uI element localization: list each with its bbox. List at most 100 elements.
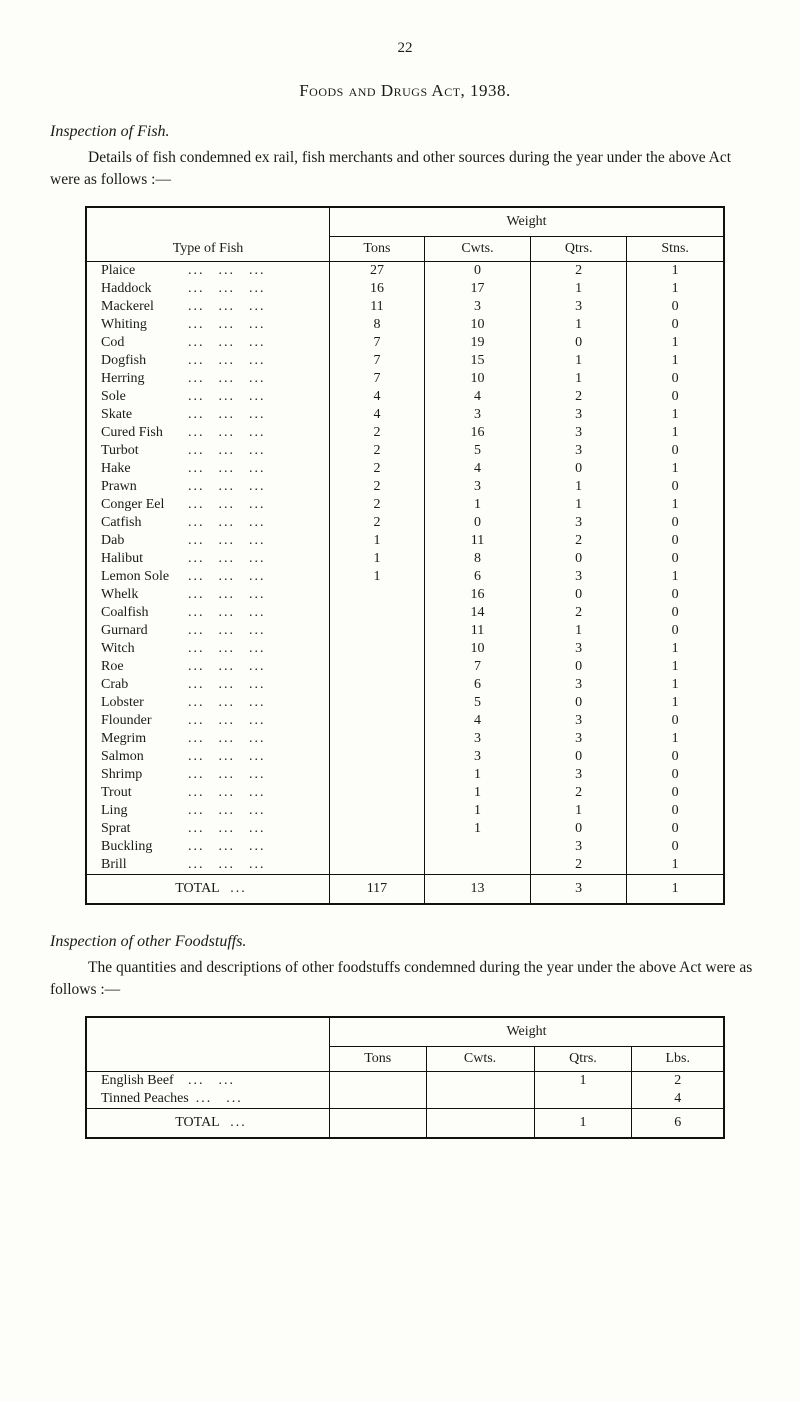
fish-cwts: 3	[424, 478, 530, 496]
food-name: Tinned Peaches ... ...	[86, 1090, 330, 1109]
table-row: Hake ... ... ...2401	[86, 460, 724, 478]
foods-total-qtrs: 1	[534, 1108, 632, 1138]
table-row: Salmon ... ... ...300	[86, 748, 724, 766]
fish-name: Mackerel ... ... ...	[86, 298, 330, 316]
table-row: Cod ... ... ...71901	[86, 334, 724, 352]
fish-name: Plaice ... ... ...	[86, 261, 330, 280]
fish-name: Cod ... ... ...	[86, 334, 330, 352]
table-row: Lobster ... ... ...501	[86, 694, 724, 712]
fish-qtrs: 2	[531, 856, 627, 875]
fish-name: Witch ... ... ...	[86, 640, 330, 658]
table-row: Brill ... ... ...21	[86, 856, 724, 875]
fish-cwts: 1	[424, 784, 530, 802]
fish-qtrs: 3	[531, 406, 627, 424]
fish-stns: 0	[627, 784, 724, 802]
fish-cwts: 4	[424, 388, 530, 406]
food-name: English Beef ... ...	[86, 1071, 330, 1090]
food-qtrs	[534, 1090, 632, 1109]
fish-qtrs: 3	[531, 730, 627, 748]
fish-qtrs: 1	[531, 496, 627, 514]
fish-cwts: 3	[424, 748, 530, 766]
food-tons	[330, 1071, 427, 1090]
table-row: Sprat ... ... ...100	[86, 820, 724, 838]
fish-name: Hake ... ... ...	[86, 460, 330, 478]
fish-stns: 1	[627, 460, 724, 478]
fish-stns: 1	[627, 856, 724, 875]
table-row: Halibut ... ... ...1800	[86, 550, 724, 568]
fish-stns: 0	[627, 820, 724, 838]
fish-section-title: Inspection of Fish.	[50, 123, 760, 141]
foods-section-title: Inspection of other Foodstuffs.	[50, 933, 760, 951]
fish-cwts: 5	[424, 442, 530, 460]
fish-stns: 1	[627, 730, 724, 748]
table-row: Catfish ... ... ...2030	[86, 514, 724, 532]
fish-cwts: 16	[424, 586, 530, 604]
table-row: Crab ... ... ...631	[86, 676, 724, 694]
col-weight-header: Weight	[330, 207, 725, 237]
fish-cwts: 1	[424, 802, 530, 820]
fish-qtrs: 1	[531, 802, 627, 820]
table-row: Tinned Peaches ... ...4	[86, 1090, 724, 1109]
fish-tons: 7	[330, 370, 425, 388]
fish-tons: 4	[330, 388, 425, 406]
fish-qtrs: 2	[531, 532, 627, 550]
table-row: Skate ... ... ...4331	[86, 406, 724, 424]
table-row: Prawn ... ... ...2310	[86, 478, 724, 496]
food-lbs: 2	[632, 1071, 724, 1090]
fish-name: Whelk ... ... ...	[86, 586, 330, 604]
fish-name: Lemon Sole ... ... ...	[86, 568, 330, 586]
fish-cwts: 4	[424, 712, 530, 730]
fish-tons: 16	[330, 280, 425, 298]
fish-cwts: 0	[424, 261, 530, 280]
fish-tons: 2	[330, 460, 425, 478]
fish-name: Cured Fish ... ... ...	[86, 424, 330, 442]
fish-qtrs: 3	[531, 640, 627, 658]
fish-table: Type of Fish Weight Tons Cwts. Qtrs. Stn…	[85, 206, 725, 905]
fish-tons: 2	[330, 514, 425, 532]
fish-tons	[330, 712, 425, 730]
fish-tons	[330, 802, 425, 820]
fish-stns: 1	[627, 694, 724, 712]
fish-stns: 0	[627, 478, 724, 496]
act-title: Foods and Drugs Act, 1938.	[50, 81, 760, 101]
fish-stns: 0	[627, 316, 724, 334]
fish-qtrs: 0	[531, 334, 627, 352]
fish-qtrs: 1	[531, 352, 627, 370]
fish-qtrs: 3	[531, 298, 627, 316]
table-row: Cured Fish ... ... ...21631	[86, 424, 724, 442]
fish-tons	[330, 640, 425, 658]
fish-tons: 2	[330, 442, 425, 460]
fish-name: Whiting ... ... ...	[86, 316, 330, 334]
fish-qtrs: 1	[531, 622, 627, 640]
foods-qtrs-header: Qtrs.	[534, 1046, 632, 1071]
fish-name: Herring ... ... ...	[86, 370, 330, 388]
fish-qtrs: 3	[531, 676, 627, 694]
fish-stns: 1	[627, 496, 724, 514]
fish-stns: 1	[627, 261, 724, 280]
fish-qtrs: 0	[531, 586, 627, 604]
fish-stns: 0	[627, 712, 724, 730]
fish-cwts: 1	[424, 766, 530, 784]
food-qtrs: 1	[534, 1071, 632, 1090]
fish-total-cwts: 13	[424, 874, 530, 904]
col-type-header: Type of Fish	[86, 207, 330, 262]
fish-cwts: 17	[424, 280, 530, 298]
foods-table: Weight Tons Cwts. Qtrs. Lbs. English Bee…	[85, 1016, 725, 1139]
fish-tons: 1	[330, 568, 425, 586]
fish-cwts: 11	[424, 622, 530, 640]
fish-qtrs: 0	[531, 460, 627, 478]
col-cwts-header: Cwts.	[424, 236, 530, 261]
fish-qtrs: 3	[531, 766, 627, 784]
fish-name: Buckling ... ... ...	[86, 838, 330, 856]
fish-stns: 0	[627, 622, 724, 640]
table-row: Turbot ... ... ...2530	[86, 442, 724, 460]
fish-qtrs: 0	[531, 550, 627, 568]
foods-total-cwts	[426, 1108, 534, 1138]
fish-tons: 4	[330, 406, 425, 424]
fish-qtrs: 1	[531, 280, 627, 298]
fish-qtrs: 2	[531, 388, 627, 406]
fish-cwts: 3	[424, 730, 530, 748]
fish-name: Sole ... ... ...	[86, 388, 330, 406]
fish-name: Gurnard ... ... ...	[86, 622, 330, 640]
fish-name: Salmon ... ... ...	[86, 748, 330, 766]
